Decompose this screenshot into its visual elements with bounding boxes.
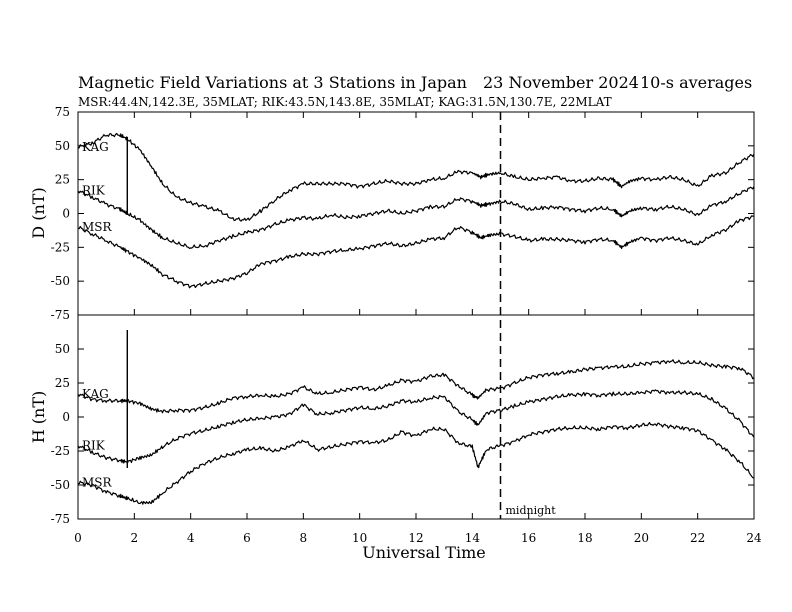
- station-coordinates: MSR:44.4N,142.3E, 35MLAT; RIK:43.5N,143.…: [78, 95, 612, 109]
- d-ytick-label: -25: [51, 240, 70, 254]
- h-ytick-label: -75: [51, 512, 70, 526]
- xtick-label: 10: [352, 531, 367, 545]
- h-ytick-label: 0: [62, 410, 70, 424]
- xtick-label: 2: [131, 531, 139, 545]
- d-ytick-label: -75: [51, 308, 70, 322]
- d-ytick-label: 50: [55, 139, 70, 153]
- h-series-kag: [77, 359, 755, 414]
- xtick-label: 20: [634, 531, 649, 545]
- h-ytick-label: -50: [51, 478, 70, 492]
- d-series-kag: [77, 132, 755, 222]
- xtick-label: 18: [577, 531, 592, 545]
- xtick-label: 12: [408, 531, 423, 545]
- h-ytick-label: 50: [55, 342, 70, 356]
- d-label-kag: KAG: [82, 140, 109, 154]
- d-ytick-label: 75: [55, 105, 70, 119]
- d-ytick-label: -50: [51, 274, 70, 288]
- d-component-panel: 75 50 25 0 -25 -50 -75 KAG RIK MSR: [51, 105, 755, 322]
- x-axis: 0 2 4 6 8 10 12 14 16 18 20 22 24: [74, 112, 762, 545]
- h-panel-frame: [77, 314, 755, 520]
- xtick-label: 24: [746, 531, 762, 545]
- h-label-kag: KAG: [82, 387, 109, 401]
- h-series-msr: [77, 421, 755, 505]
- xtick-label: 0: [74, 531, 82, 545]
- h-label-rik: RIK: [82, 439, 106, 453]
- chart-title: Magnetic Field Variations at 3 Stations …: [78, 73, 467, 92]
- midnight-label: midnight: [506, 504, 557, 517]
- xtick-label: 8: [300, 531, 308, 545]
- x-axis-label: Universal Time: [362, 543, 485, 562]
- h-ytick-label: 25: [55, 376, 70, 390]
- d-label-msr: MSR: [82, 220, 113, 234]
- xtick-label: 16: [521, 531, 536, 545]
- d-series-rik: [77, 186, 755, 249]
- chart-averaging: 10-s averages: [640, 73, 752, 92]
- d-series-msr: [77, 215, 755, 289]
- h-label-msr: MSR: [82, 475, 113, 489]
- xtick-label: 14: [465, 531, 481, 545]
- d-axis-label: D (nT): [29, 187, 48, 238]
- h-axis-label: H (nT): [29, 391, 48, 444]
- d-ytick-label: 0: [62, 207, 70, 221]
- chart-date: 23 November 2024: [483, 73, 639, 92]
- d-panel-frame: [77, 111, 755, 316]
- h-component-panel: 50 25 0 -25 -50 -75 KAG RIK MSR: [51, 330, 755, 526]
- d-ytick-label: 25: [55, 173, 70, 187]
- xtick-label: 6: [243, 531, 251, 545]
- xtick-label: 22: [690, 531, 705, 545]
- d-label-rik: RIK: [82, 183, 106, 197]
- xtick-label: 4: [187, 531, 195, 545]
- h-ytick-label: -25: [51, 444, 70, 458]
- h-series-rik: [77, 389, 755, 464]
